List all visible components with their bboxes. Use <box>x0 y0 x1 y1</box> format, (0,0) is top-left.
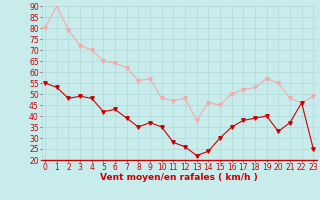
X-axis label: Vent moyen/en rafales ( km/h ): Vent moyen/en rafales ( km/h ) <box>100 173 258 182</box>
